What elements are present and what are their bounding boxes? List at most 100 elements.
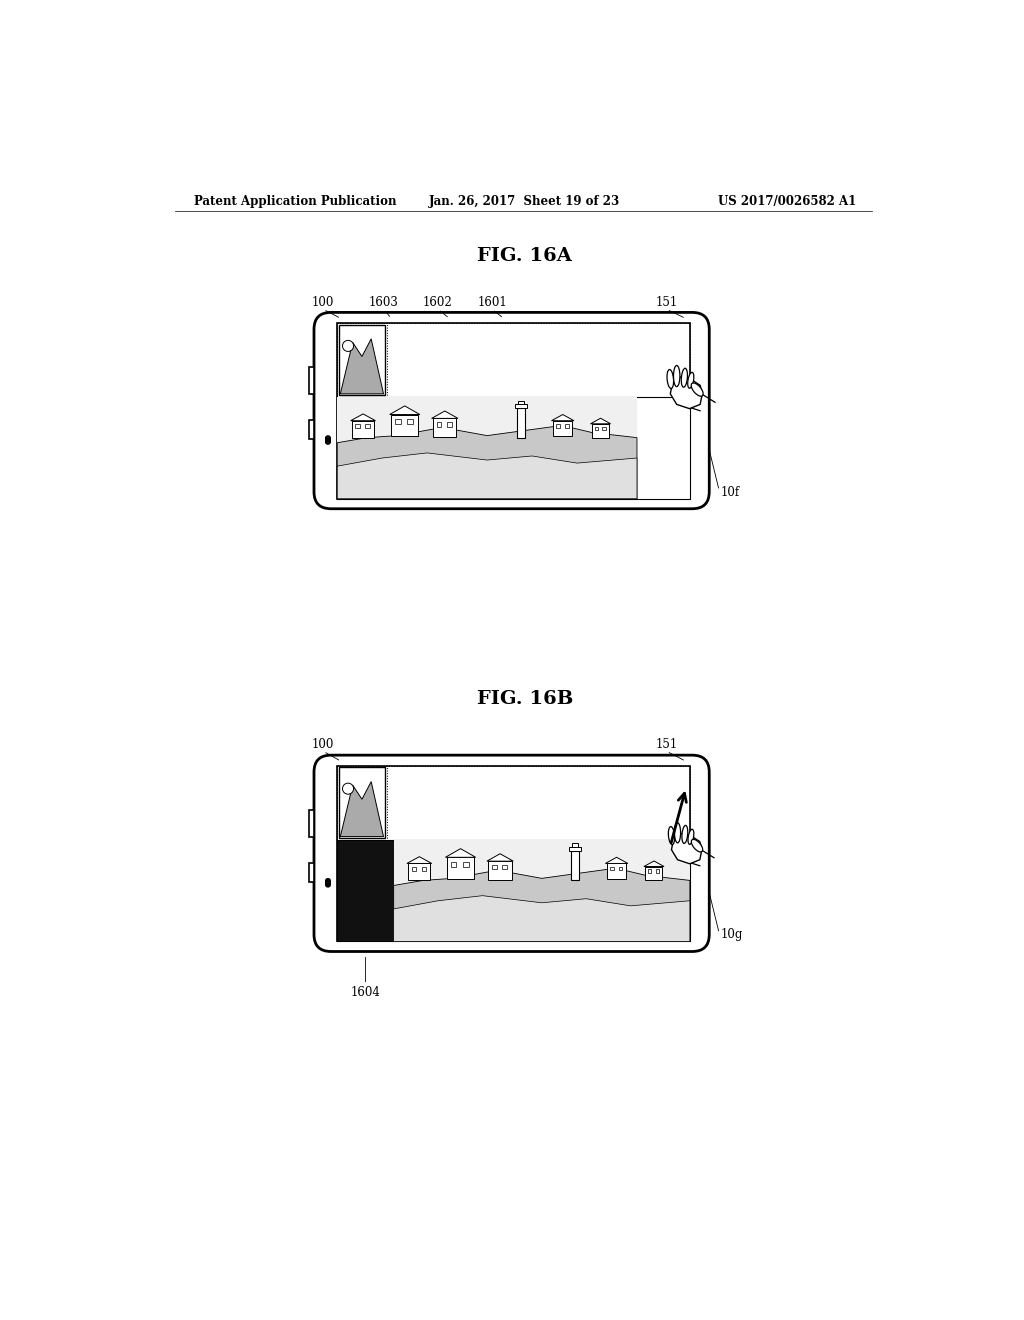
Bar	[339, 767, 385, 838]
Circle shape	[326, 436, 331, 441]
Bar	[572, 843, 579, 846]
Bar	[645, 866, 663, 880]
Bar	[655, 870, 659, 873]
Polygon shape	[337, 453, 637, 499]
Ellipse shape	[691, 840, 702, 851]
Polygon shape	[605, 857, 628, 863]
FancyBboxPatch shape	[314, 313, 710, 508]
Bar	[395, 418, 400, 424]
Polygon shape	[671, 378, 702, 409]
Bar	[569, 846, 582, 851]
Polygon shape	[393, 896, 690, 941]
Bar	[352, 421, 374, 438]
FancyBboxPatch shape	[314, 755, 710, 952]
Bar	[556, 424, 560, 428]
Bar	[309, 863, 314, 882]
Text: FIG. 16A: FIG. 16A	[477, 247, 572, 265]
Text: 151: 151	[655, 296, 678, 309]
Bar	[564, 424, 568, 428]
Bar	[518, 401, 524, 404]
Bar	[337, 323, 387, 397]
Text: US 2017/0026582 A1: US 2017/0026582 A1	[718, 195, 856, 209]
Polygon shape	[486, 854, 513, 861]
Circle shape	[326, 880, 331, 886]
Polygon shape	[431, 411, 458, 418]
Bar	[592, 424, 609, 438]
Text: FIG. 16B: FIG. 16B	[476, 689, 573, 708]
Text: 100: 100	[312, 738, 335, 751]
Ellipse shape	[681, 368, 687, 387]
Bar	[339, 325, 385, 396]
Ellipse shape	[682, 825, 688, 843]
Bar	[436, 422, 441, 426]
Text: 10g: 10g	[721, 928, 743, 941]
Polygon shape	[672, 834, 701, 863]
Bar	[515, 404, 527, 408]
Bar	[433, 418, 457, 437]
Circle shape	[342, 783, 353, 795]
Bar	[571, 851, 580, 880]
Ellipse shape	[675, 822, 681, 843]
Text: 1602: 1602	[423, 296, 453, 309]
Bar	[488, 861, 512, 879]
Ellipse shape	[688, 829, 694, 845]
Circle shape	[326, 440, 331, 445]
Bar	[393, 840, 690, 941]
Bar	[337, 840, 393, 941]
Polygon shape	[591, 418, 610, 424]
Polygon shape	[337, 425, 637, 499]
Bar	[451, 862, 457, 867]
Bar	[337, 840, 690, 941]
Text: 100: 100	[312, 296, 335, 309]
Circle shape	[326, 879, 331, 883]
Bar	[422, 867, 426, 871]
Polygon shape	[350, 414, 376, 421]
Bar	[553, 421, 572, 436]
Text: 1603: 1603	[369, 296, 398, 309]
Bar	[337, 323, 690, 397]
Bar	[391, 414, 419, 436]
Circle shape	[326, 882, 331, 887]
Circle shape	[326, 438, 331, 442]
Polygon shape	[445, 849, 476, 857]
Polygon shape	[393, 869, 690, 941]
Polygon shape	[552, 414, 574, 421]
Polygon shape	[340, 781, 384, 837]
Bar	[337, 766, 690, 840]
Bar	[517, 408, 525, 438]
Bar	[618, 866, 623, 870]
Bar	[503, 865, 507, 870]
Bar	[337, 766, 387, 840]
Bar	[463, 862, 469, 867]
Bar	[607, 863, 627, 879]
Bar	[447, 857, 474, 879]
Text: Jan. 26, 2017  Sheet 19 of 23: Jan. 26, 2017 Sheet 19 of 23	[429, 195, 621, 209]
Bar	[355, 424, 359, 428]
Bar	[337, 323, 690, 499]
Ellipse shape	[669, 826, 675, 845]
Ellipse shape	[674, 366, 680, 387]
Bar	[492, 865, 497, 870]
Text: 151: 151	[655, 738, 678, 751]
Ellipse shape	[691, 383, 703, 396]
Bar	[337, 397, 690, 499]
Ellipse shape	[667, 370, 674, 388]
Bar	[447, 422, 452, 426]
Text: 10f: 10f	[721, 486, 740, 499]
Bar	[309, 367, 314, 395]
Bar	[309, 420, 314, 440]
Bar	[337, 766, 690, 941]
Polygon shape	[644, 861, 664, 866]
Bar	[602, 426, 605, 430]
Bar	[366, 424, 370, 428]
Text: Patent Application Publication: Patent Application Publication	[194, 195, 396, 209]
Bar	[309, 810, 314, 837]
Bar	[409, 863, 430, 880]
Polygon shape	[340, 339, 384, 393]
Polygon shape	[390, 407, 420, 414]
Bar	[648, 870, 651, 873]
Polygon shape	[407, 857, 432, 863]
Ellipse shape	[688, 372, 694, 388]
Bar	[595, 426, 598, 430]
Bar	[412, 867, 416, 871]
